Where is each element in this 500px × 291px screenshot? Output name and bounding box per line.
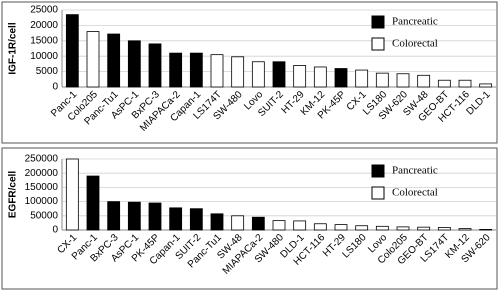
panel-frame (1, 1, 498, 144)
legend-swatch (371, 186, 385, 200)
bar (189, 208, 203, 231)
bar (107, 33, 121, 88)
bar (293, 220, 307, 231)
y-tick-label: 10000 (30, 51, 58, 62)
y-axis-title: IGF-1R/cell (8, 22, 19, 74)
bar (251, 61, 265, 88)
bar (127, 40, 141, 88)
bar (313, 223, 327, 231)
bar (396, 73, 410, 88)
bar (479, 229, 493, 231)
y-axis-title: EGFR/cell (8, 171, 19, 218)
bar (355, 69, 369, 88)
bar (169, 207, 183, 231)
bar (458, 228, 472, 231)
legend-text: Colorectal (392, 187, 438, 199)
bar (210, 213, 224, 231)
bar (65, 158, 79, 231)
bar (479, 83, 493, 88)
bar (231, 215, 245, 231)
bar (148, 43, 162, 88)
bar (437, 79, 451, 88)
y-tick-label: 20000 (30, 20, 58, 31)
bar (189, 52, 203, 88)
bar (210, 54, 224, 88)
legend-text: Pancreatic (392, 16, 438, 28)
bar (293, 65, 307, 88)
bar (86, 31, 100, 88)
y-tick-label: 150000 (25, 182, 59, 193)
y-tick-label: 50000 (30, 210, 58, 221)
bar (127, 201, 141, 231)
y-tick-label: 25000 (30, 5, 58, 16)
bar (375, 225, 389, 231)
legend-swatch (371, 164, 385, 178)
bar (334, 68, 348, 88)
legend-text: Colorectal (392, 38, 438, 50)
bar (86, 175, 100, 231)
bar (231, 56, 245, 88)
bar (417, 74, 431, 88)
legend-swatch (371, 15, 385, 29)
legend-swatch (371, 37, 385, 51)
panel-frame (1, 147, 498, 290)
y-tick-label: 0 (52, 225, 58, 236)
bar (458, 79, 472, 88)
x-tick-label: DLD-1 (464, 89, 493, 118)
y-tick-label: 0 (52, 82, 58, 93)
bar (375, 72, 389, 88)
bar (65, 14, 79, 88)
y-tick-label: 5000 (36, 66, 59, 77)
bar (169, 52, 183, 88)
x-tick-label: LS180 (340, 232, 369, 261)
y-tick-label: 250000 (25, 154, 59, 165)
bar (272, 220, 286, 231)
bar (417, 226, 431, 231)
bar (272, 61, 286, 88)
bar (334, 224, 348, 231)
y-tick-label: 15000 (30, 35, 58, 46)
bar (148, 202, 162, 231)
y-tick-label: 200000 (25, 168, 59, 179)
bar (313, 66, 327, 88)
bar (396, 226, 410, 231)
legend-text: Pancreatic (392, 165, 438, 177)
bar (251, 216, 265, 231)
bar (355, 225, 369, 231)
bar (107, 201, 121, 231)
bar (437, 227, 451, 231)
y-tick-label: 100000 (25, 196, 59, 207)
